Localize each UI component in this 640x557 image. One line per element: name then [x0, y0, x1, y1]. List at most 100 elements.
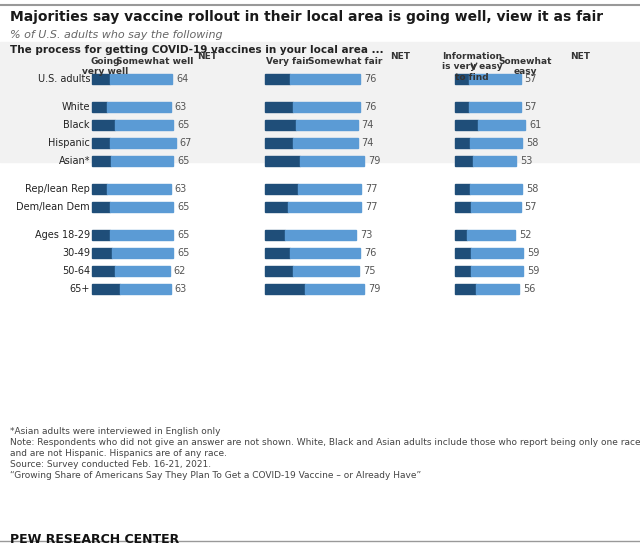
Text: Note: Respondents who did not give an answer are not shown. White, Black and Asi: Note: Respondents who did not give an an…: [10, 438, 640, 447]
Text: Somewhat
easy: Somewhat easy: [499, 57, 552, 76]
Bar: [468, 102, 520, 112]
Text: 30-49: 30-49: [62, 248, 90, 258]
Text: 65: 65: [177, 202, 189, 212]
Bar: [107, 102, 171, 112]
Text: Black: Black: [63, 120, 90, 130]
Bar: [468, 74, 520, 84]
Bar: [92, 102, 107, 112]
Text: PEW RESEARCH CENTER: PEW RESEARCH CENTER: [10, 533, 179, 546]
Bar: [265, 248, 290, 258]
Text: 76: 76: [364, 74, 376, 84]
Bar: [92, 120, 115, 130]
Text: 76: 76: [364, 248, 376, 258]
Text: 52: 52: [519, 230, 531, 240]
Bar: [92, 266, 115, 276]
Bar: [92, 184, 107, 194]
Bar: [92, 230, 109, 240]
Bar: [265, 184, 298, 194]
Text: Asian*: Asian*: [58, 156, 90, 166]
Text: 56: 56: [524, 284, 536, 294]
Text: 58: 58: [525, 184, 538, 194]
Text: NET: NET: [390, 52, 410, 61]
Bar: [467, 230, 515, 240]
Bar: [474, 156, 516, 166]
Bar: [478, 120, 525, 130]
Bar: [292, 102, 360, 112]
Bar: [265, 74, 290, 84]
Text: Information
is very easy
to find: Information is very easy to find: [442, 52, 502, 82]
Text: 61: 61: [529, 120, 541, 130]
Text: 75: 75: [363, 266, 375, 276]
Text: Somewhat well: Somewhat well: [116, 57, 194, 66]
Bar: [109, 138, 176, 148]
Bar: [265, 202, 287, 212]
Bar: [455, 248, 471, 258]
Text: 74: 74: [362, 138, 374, 148]
Text: Dem/lean Dem: Dem/lean Dem: [17, 202, 90, 212]
Bar: [92, 74, 109, 84]
Bar: [455, 138, 470, 148]
Bar: [109, 230, 173, 240]
Text: 65: 65: [177, 156, 189, 166]
Text: NET: NET: [570, 52, 590, 61]
Bar: [92, 284, 120, 294]
Bar: [265, 230, 285, 240]
Text: 76: 76: [364, 102, 376, 112]
Text: Hispanic: Hispanic: [48, 138, 90, 148]
Text: The process for getting COVID-19 vaccines in your local area ...: The process for getting COVID-19 vaccine…: [10, 45, 383, 55]
Bar: [470, 138, 522, 148]
Bar: [115, 266, 170, 276]
Text: 59: 59: [527, 248, 540, 258]
Bar: [298, 184, 361, 194]
Bar: [300, 156, 364, 166]
Bar: [92, 156, 111, 166]
Text: 65: 65: [177, 230, 189, 240]
Bar: [471, 266, 523, 276]
Text: Rep/lean Rep: Rep/lean Rep: [25, 184, 90, 194]
Text: 77: 77: [365, 202, 378, 212]
Bar: [305, 284, 364, 294]
Bar: [109, 202, 173, 212]
Bar: [109, 74, 172, 84]
Bar: [112, 248, 173, 258]
Text: 77: 77: [365, 184, 378, 194]
Bar: [287, 202, 361, 212]
Text: Going
very well: Going very well: [82, 57, 128, 76]
Bar: [265, 284, 305, 294]
Bar: [292, 266, 359, 276]
Bar: [455, 202, 471, 212]
Bar: [92, 202, 109, 212]
Text: 59: 59: [527, 266, 540, 276]
Bar: [0, 42, 640, 162]
Text: Majorities say vaccine rollout in their local area is going well, view it as fai: Majorities say vaccine rollout in their …: [10, 10, 603, 24]
Bar: [107, 184, 171, 194]
Text: 58: 58: [525, 138, 538, 148]
Text: Somewhat fair: Somewhat fair: [308, 57, 382, 66]
Text: 50-64: 50-64: [62, 266, 90, 276]
Text: “Growing Share of Americans Say They Plan To Get a COVID-19 Vaccine – or Already: “Growing Share of Americans Say They Pla…: [10, 471, 421, 480]
Text: 65: 65: [177, 120, 189, 130]
Text: 79: 79: [368, 156, 380, 166]
Bar: [455, 184, 470, 194]
Bar: [455, 120, 478, 130]
Bar: [120, 284, 171, 294]
Bar: [265, 266, 292, 276]
Bar: [455, 230, 467, 240]
Bar: [285, 230, 356, 240]
Text: 57: 57: [525, 74, 537, 84]
Text: 63: 63: [175, 284, 187, 294]
Bar: [265, 102, 292, 112]
Bar: [111, 156, 173, 166]
Text: 65+: 65+: [70, 284, 90, 294]
Bar: [455, 74, 468, 84]
Text: Very fair: Very fair: [266, 57, 310, 66]
Text: 53: 53: [520, 156, 532, 166]
Text: 63: 63: [175, 184, 187, 194]
Text: *Asian adults were interviewed in English only: *Asian adults were interviewed in Englis…: [10, 427, 221, 436]
Bar: [455, 284, 476, 294]
Bar: [265, 120, 296, 130]
Bar: [92, 138, 109, 148]
Text: White: White: [61, 102, 90, 112]
Text: Ages 18-29: Ages 18-29: [35, 230, 90, 240]
Text: and are not Hispanic. Hispanics are of any race.: and are not Hispanic. Hispanics are of a…: [10, 449, 227, 458]
